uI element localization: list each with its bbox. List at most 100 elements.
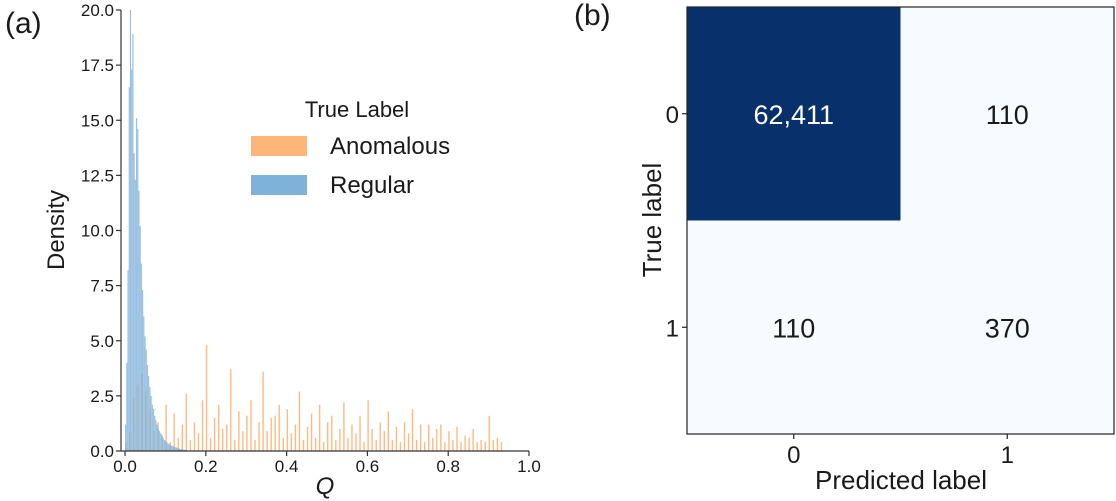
- regular-bar: [149, 387, 151, 451]
- anomalous-bar: [209, 437, 212, 451]
- regular-bar: [169, 444, 172, 451]
- regular-bar: [184, 449, 186, 451]
- anomalous-bar: [456, 426, 458, 451]
- anomalous-bar: [302, 439, 305, 451]
- anomalous-bar: [351, 424, 353, 451]
- anomalous-bar: [452, 439, 454, 451]
- confusion-matrix: 62,411 110 110 370 0 1 0 1 True label Predicte…: [637, 6, 1115, 495]
- regular-bar: [145, 349, 147, 451]
- anomalous-bar: [411, 409, 414, 451]
- anomalous-bar: [335, 439, 337, 451]
- anomalous-bar: [367, 400, 369, 451]
- regular-bar: [182, 449, 184, 451]
- y-tick-label: 17.5: [81, 56, 114, 75]
- anomalous-bar: [383, 431, 385, 451]
- regular-bar: [171, 445, 173, 451]
- confusion-matrix-cells: 62,411 110 110 370: [686, 6, 1115, 435]
- histogram-chart: 0.0 2.5 5.0 7.5 10.0 12.5 15.0 17.5 20.0 0.0 0.2 0.…: [43, 1, 541, 500]
- regular-bar: [175, 447, 178, 451]
- anomalous-bar: [375, 439, 377, 451]
- anomalous-bar: [318, 404, 321, 451]
- cm-border: [686, 6, 1115, 435]
- anomalous-bar: [266, 431, 268, 451]
- regular-bar: [140, 263, 142, 451]
- anomalous-bar: [415, 439, 418, 451]
- anomalous-bar: [359, 415, 361, 451]
- anomalous-bar: [278, 404, 280, 451]
- anomalous-bar: [355, 433, 357, 451]
- regular-bar: [127, 270, 129, 451]
- anomalous-bar: [460, 442, 462, 451]
- anomalous-bar: [310, 413, 313, 451]
- y-tick-label: 5.0: [90, 332, 114, 351]
- anomalous-bar: [347, 437, 349, 451]
- x-tick-label: 0.6: [356, 457, 380, 476]
- anomalous-bar: [500, 442, 503, 451]
- anomalous-bar: [327, 422, 329, 451]
- anomalous-bar: [371, 428, 373, 451]
- anomalous-bar: [258, 422, 260, 451]
- anomalous-bar: [339, 428, 341, 451]
- regular-bar: [139, 226, 141, 451]
- legend-label-anomalous: Anomalous: [330, 133, 450, 160]
- cm-cell-1-1: [900, 220, 1114, 434]
- legend-title: True Label: [305, 97, 409, 122]
- cm-cell-0-0: [687, 7, 901, 221]
- anomalous-bar: [484, 442, 486, 451]
- regular-bar: [167, 443, 169, 451]
- regular-bar: [178, 448, 180, 451]
- regular-bar: [161, 435, 163, 451]
- anomalous-bar: [448, 431, 450, 451]
- anomalous-bar: [436, 428, 438, 451]
- legend-swatch-regular: [251, 175, 307, 195]
- anomalous-bar: [488, 415, 491, 451]
- regular-bar: [183, 449, 185, 451]
- regular-bar: [157, 428, 159, 451]
- regular-bar: [173, 446, 175, 451]
- anomalous-bar: [343, 402, 345, 451]
- regular-bar: [179, 448, 181, 451]
- anomalous-bar: [290, 433, 293, 451]
- regular-bar: [154, 415, 156, 451]
- regular-bar: [144, 336, 146, 451]
- regular-bar: [132, 34, 134, 451]
- anomalous-bar: [306, 426, 309, 451]
- anomalous-bar: [468, 437, 470, 451]
- legend-label-regular: Regular: [330, 172, 414, 199]
- regular-bar: [162, 437, 164, 451]
- anomalous-bar: [270, 417, 272, 451]
- x-tick-label: 0.2: [194, 457, 218, 476]
- cm-x-tick-label: 1: [1001, 442, 1014, 469]
- anomalous-bar: [246, 415, 248, 451]
- anomalous-bar: [298, 391, 301, 451]
- y-tick-label: 20.0: [81, 1, 114, 20]
- cm-cell-value: 370: [985, 313, 1030, 343]
- y-tick-label: 10.0: [81, 222, 114, 241]
- anomalous-bar: [197, 433, 200, 451]
- y-axis-label-true: True label: [637, 163, 667, 278]
- regular-bar: [137, 129, 139, 451]
- x-tick-label: 1.0: [517, 457, 541, 476]
- regular-bar: [166, 442, 168, 451]
- anomalous-bar: [238, 411, 240, 451]
- anomalous-bar: [262, 371, 264, 451]
- regular-bar: [135, 118, 138, 452]
- anomalous-bar: [387, 411, 390, 451]
- histogram-ticks: 0.0 2.5 5.0 7.5 10.0 12.5 15.0 17.5 20.0 0.0 0.2 0.…: [81, 1, 541, 476]
- anomalous-bar: [181, 424, 183, 451]
- anomalous-bar: [423, 442, 426, 451]
- anomalous-bar: [234, 439, 236, 451]
- regular-bar: [146, 365, 149, 451]
- regular-bar: [155, 420, 157, 451]
- y-tick-label: 15.0: [81, 111, 114, 130]
- regular-bar: [177, 447, 179, 451]
- anomalous-bar: [226, 424, 228, 451]
- regular-bar: [160, 433, 162, 451]
- anomalous-bar: [492, 439, 495, 451]
- anomalous-bar: [193, 422, 196, 451]
- anomalous-bar: [407, 433, 410, 451]
- legend-swatch-anomalous: [251, 136, 307, 156]
- anomalous-bar: [399, 442, 402, 451]
- anomalous-bar: [379, 422, 381, 451]
- cm-cell-value: 62,411: [753, 100, 834, 130]
